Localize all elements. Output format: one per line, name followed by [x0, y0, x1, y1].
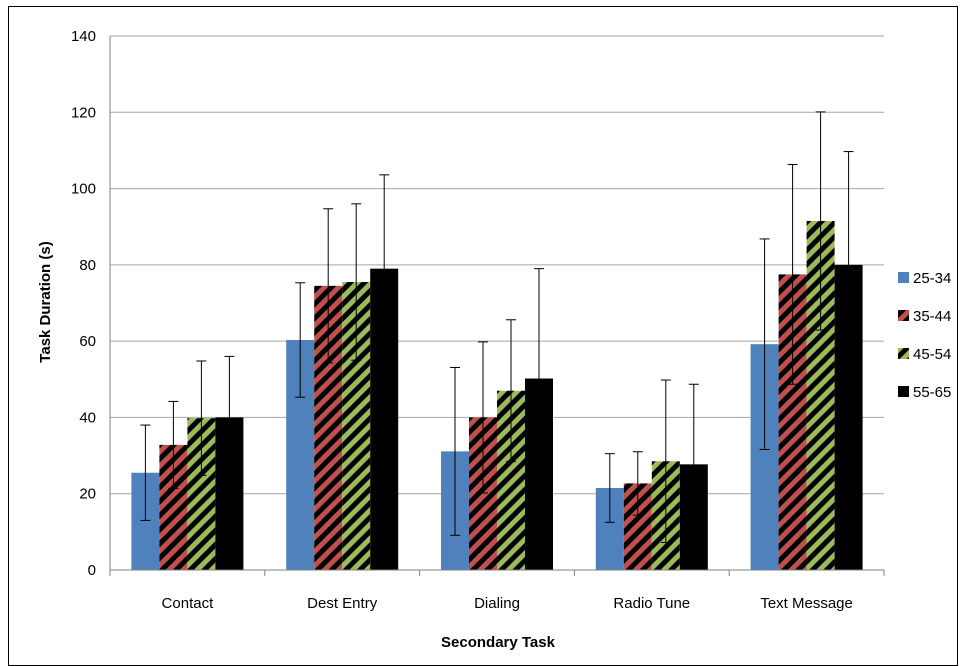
- error-bar: [688, 383, 699, 545]
- legend-label: 25-34: [913, 270, 951, 287]
- y-tick-label: 20: [79, 486, 96, 503]
- error-bar: [351, 203, 362, 361]
- legend-label: 55-65: [913, 384, 951, 401]
- y-tick-label: 60: [79, 333, 96, 350]
- error-bar: [843, 151, 854, 379]
- error-bar: [759, 238, 770, 450]
- error-bar: [632, 451, 643, 516]
- error-bar: [660, 379, 671, 544]
- y-tick-label: 80: [79, 257, 96, 274]
- y-tick-label: 120: [71, 104, 96, 121]
- error-bar: [604, 453, 615, 523]
- error-bar: [787, 164, 798, 385]
- error-bar: [323, 208, 334, 364]
- legend-label: 45-54: [913, 346, 951, 363]
- x-axis-title: Secondary Task: [441, 634, 556, 651]
- legend-swatch: [898, 310, 909, 321]
- y-tick-label: 100: [71, 181, 96, 198]
- legend-entry: 45-54: [898, 346, 951, 363]
- bars: [131, 220, 863, 570]
- x-tick-label: Radio Tune: [613, 595, 690, 612]
- error-bar: [295, 282, 306, 398]
- y-axis-title: Task Duration (s): [37, 241, 54, 362]
- error-bar: [140, 424, 151, 521]
- legend-entry: 25-34: [898, 270, 951, 287]
- legend-swatch: [898, 348, 909, 359]
- error-bar: [815, 111, 826, 331]
- legend-swatch: [898, 272, 909, 283]
- error-bar: [168, 400, 179, 489]
- error-bar: [450, 366, 460, 536]
- error-bars: [140, 111, 854, 545]
- x-tick-label: Dest Entry: [307, 595, 378, 612]
- error-bar: [196, 360, 207, 476]
- legend-swatch: [898, 386, 909, 397]
- error-bar: [224, 355, 235, 479]
- error-bar: [478, 341, 488, 494]
- error-bar: [379, 174, 390, 364]
- error-bar: [506, 319, 516, 463]
- legend: 25-34 35-44 45-54 55-65: [898, 270, 951, 401]
- error-bar: [534, 268, 544, 489]
- y-tick-label: 40: [79, 409, 96, 426]
- x-tick-label: Dialing: [474, 595, 520, 612]
- legend-entry: 35-44: [898, 308, 951, 325]
- y-tick-label: 140: [71, 28, 96, 45]
- legend-entry: 55-65: [898, 384, 951, 401]
- legend-label: 35-44: [913, 308, 951, 325]
- axes: 0 20 40 60 80 100 120 140 Contact Dest Entry Diali…: [71, 28, 885, 612]
- x-tick-label: Text Message: [760, 595, 853, 612]
- x-tick-label: Contact: [162, 595, 215, 612]
- y-tick-label: 0: [88, 562, 96, 579]
